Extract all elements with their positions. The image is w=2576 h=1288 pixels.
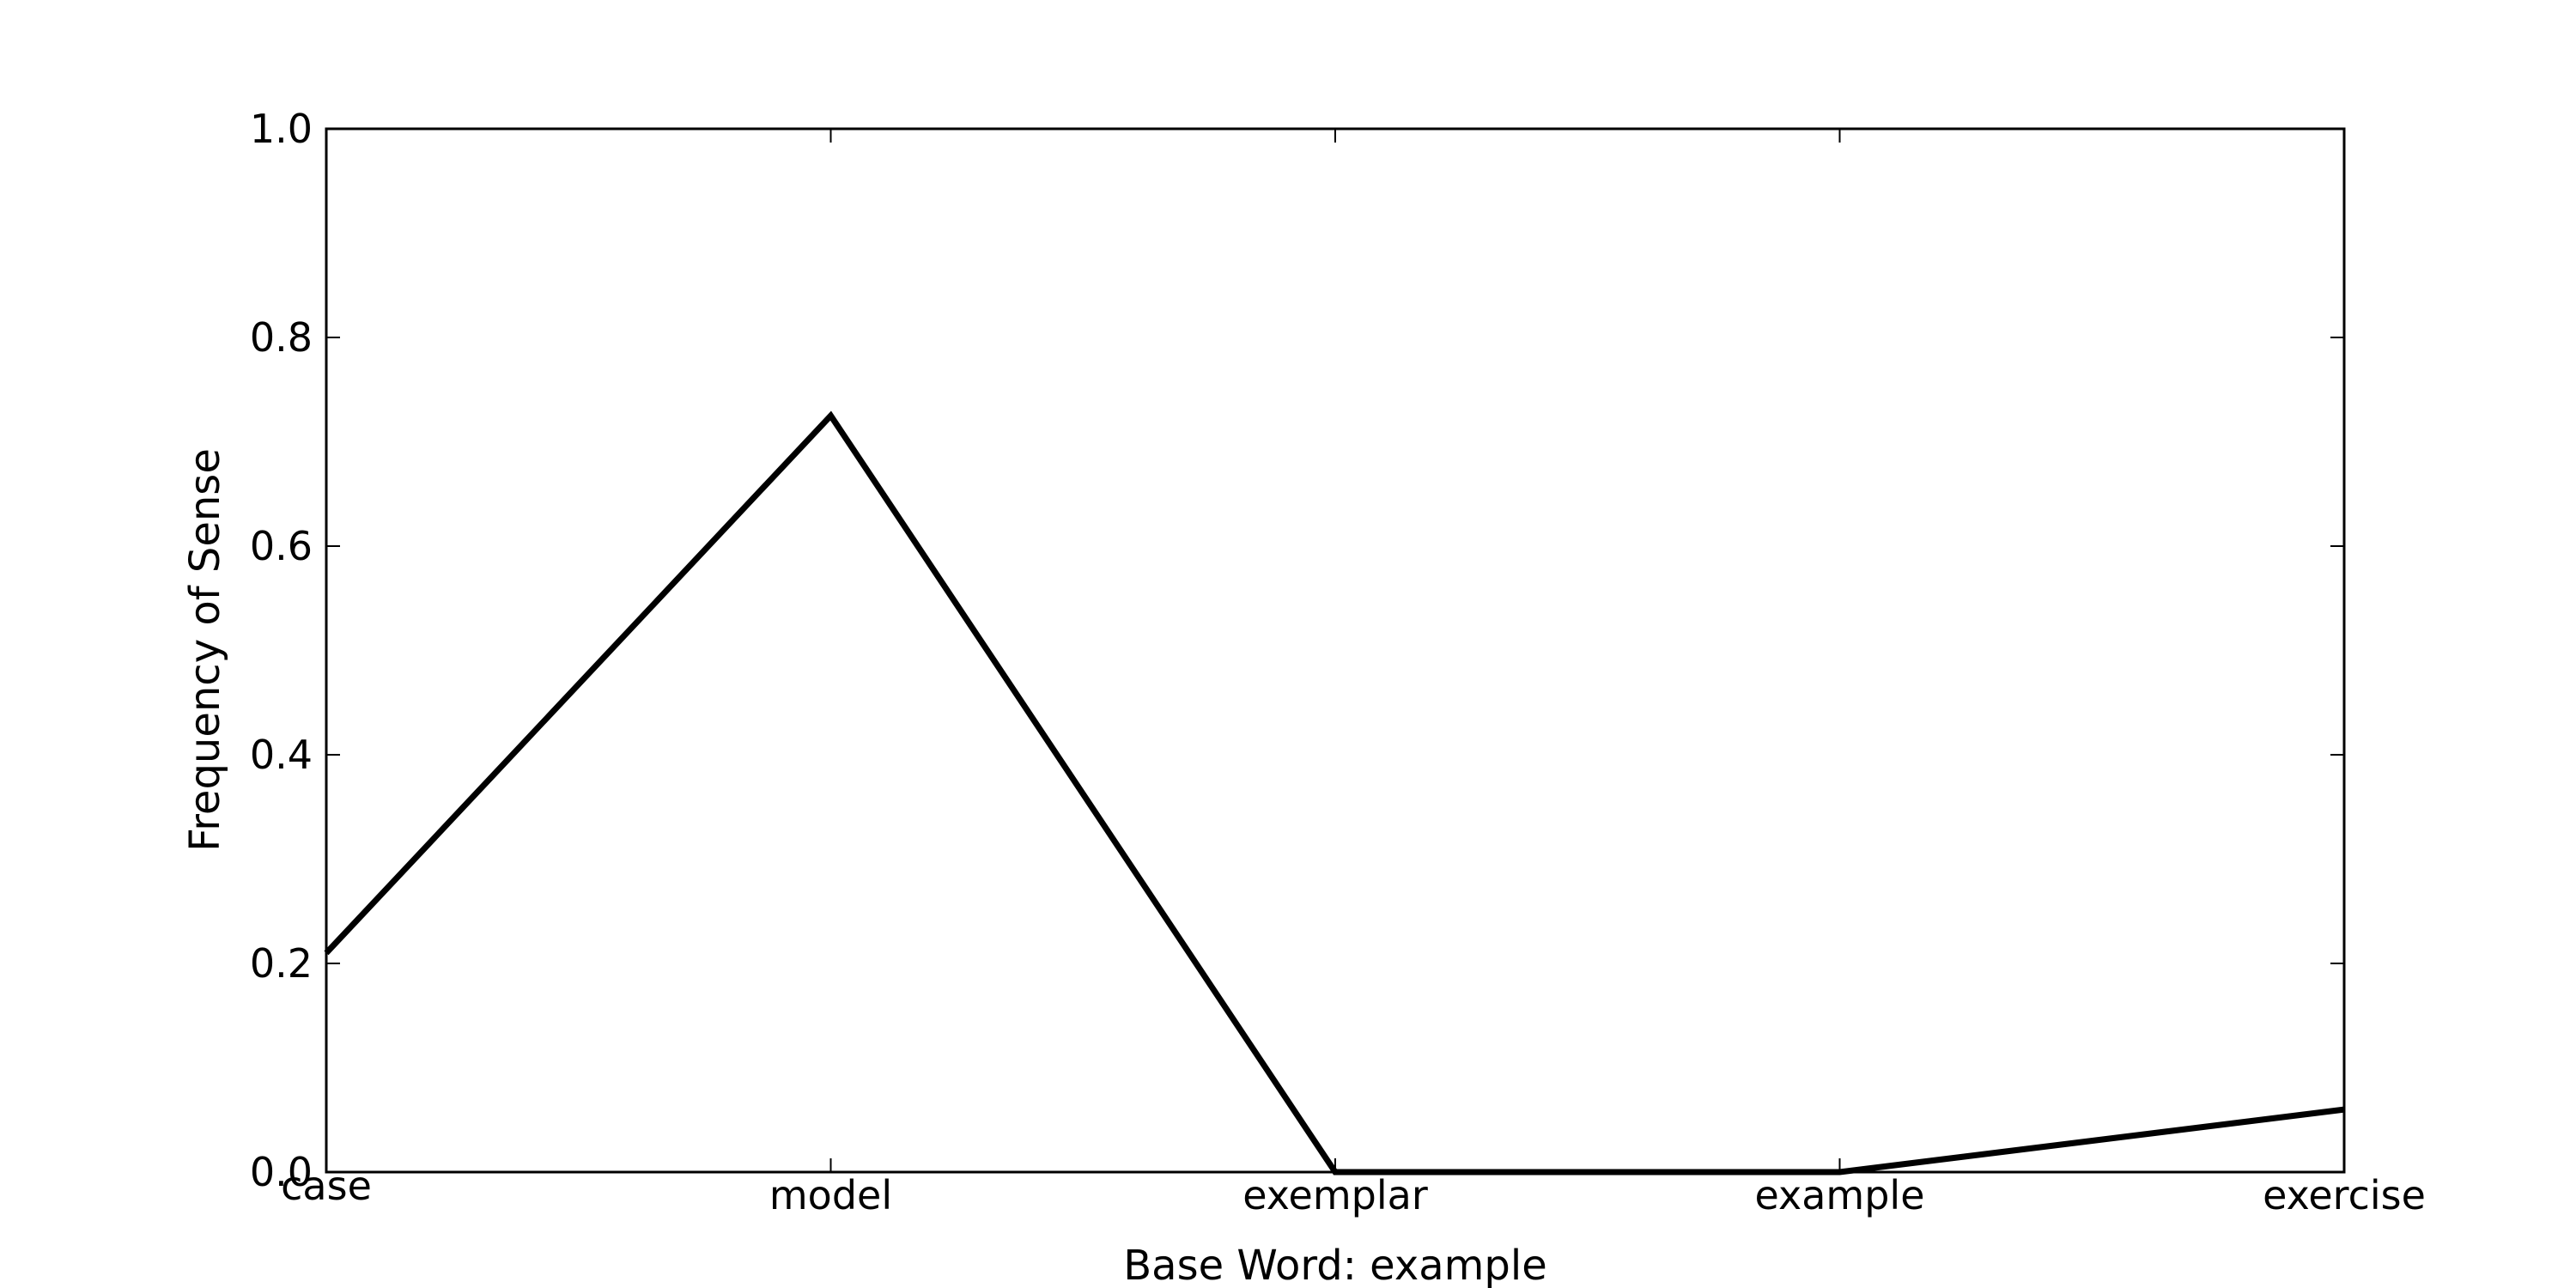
- y-tick-label: 0.0: [250, 1149, 313, 1195]
- x-axis-label: Base Word: example: [1123, 1242, 1547, 1288]
- series-line: [324, 410, 2345, 1176]
- series-layer: [324, 410, 2345, 1176]
- y-tick-label: 0.4: [250, 732, 313, 778]
- plot-area: [325, 127, 2346, 1174]
- y-axis-label: Frequency of Sense: [181, 448, 229, 852]
- y-axis-ticks: 0.0 0.2 0.4 0.6 0.8 1.0: [250, 106, 2344, 1195]
- x-tick-label: exercise: [2263, 1172, 2426, 1218]
- y-tick-label: 0.8: [250, 314, 313, 361]
- x-axis-ticks: case model exemplar example exercise: [281, 129, 2426, 1218]
- y-tick-label: 0.2: [250, 940, 313, 987]
- x-tick-label: model: [769, 1172, 892, 1218]
- y-tick-label: 0.6: [250, 523, 313, 569]
- x-tick-label: example: [1755, 1172, 1925, 1218]
- y-tick-label: 1.0: [250, 106, 313, 152]
- x-tick-label: case: [281, 1163, 372, 1209]
- x-tick-label: exemplar: [1242, 1172, 1428, 1218]
